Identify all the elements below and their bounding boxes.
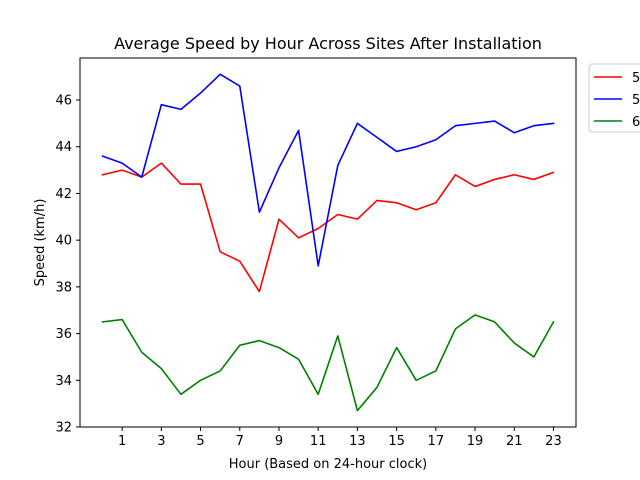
x-tick-label: 17 bbox=[428, 434, 445, 449]
legend-label-1: 5 bbox=[632, 71, 640, 86]
x-tick-label: 3 bbox=[157, 434, 165, 449]
legend: 5 5 6 bbox=[588, 63, 640, 133]
y-axis-label: Speed (km/h) bbox=[33, 199, 48, 287]
y-tick-label: 36 bbox=[55, 327, 72, 342]
legend-label-2: 5 bbox=[632, 93, 640, 108]
y-tick-label: 40 bbox=[55, 234, 72, 249]
x-axis-ticks: 1 3 5 7 9 11 13 15 17 19 21 23 bbox=[118, 427, 562, 449]
x-axis-label: Hour (Based on 24-hour clock) bbox=[229, 457, 428, 472]
y-tick-label: 38 bbox=[55, 280, 72, 295]
series-line-1 bbox=[101, 162, 555, 293]
series-line-3 bbox=[101, 314, 555, 412]
y-tick-label: 44 bbox=[55, 140, 72, 155]
x-tick-label: 9 bbox=[275, 434, 283, 449]
series-layer bbox=[101, 73, 555, 412]
y-tick-label: 32 bbox=[55, 421, 72, 436]
x-tick-label: 7 bbox=[236, 434, 244, 449]
x-tick-label: 1 bbox=[118, 434, 126, 449]
x-tick-label: 13 bbox=[349, 434, 366, 449]
legend-label-3: 6 bbox=[632, 115, 640, 130]
x-tick-label: 15 bbox=[388, 434, 405, 449]
y-tick-label: 46 bbox=[55, 94, 72, 109]
series-line-2 bbox=[101, 73, 555, 267]
x-tick-label: 23 bbox=[545, 434, 562, 449]
y-tick-label: 42 bbox=[55, 187, 72, 202]
y-tick-label: 34 bbox=[55, 374, 72, 389]
y-axis-ticks: 32 34 36 38 40 42 44 46 bbox=[55, 94, 80, 436]
chart-title: Average Speed by Hour Across Sites After… bbox=[114, 34, 542, 53]
legend-box bbox=[588, 63, 640, 133]
x-tick-label: 11 bbox=[310, 434, 327, 449]
x-tick-label: 21 bbox=[506, 434, 523, 449]
x-tick-label: 19 bbox=[467, 434, 484, 449]
x-tick-label: 5 bbox=[196, 434, 204, 449]
plot-frame bbox=[79, 57, 577, 428]
